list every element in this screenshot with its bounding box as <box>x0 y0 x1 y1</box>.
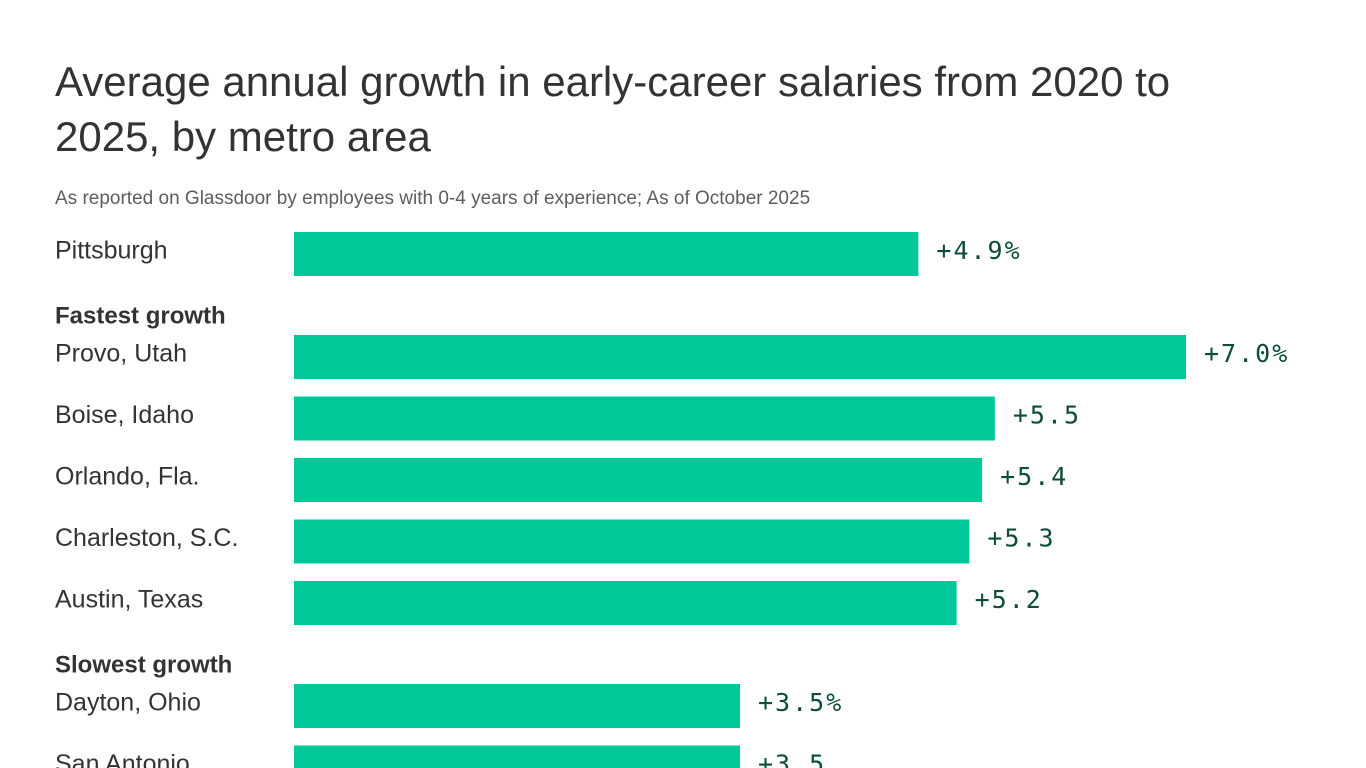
bar <box>294 684 740 728</box>
bar <box>294 745 740 768</box>
bar <box>294 581 957 625</box>
value-label: +3.5% <box>758 688 843 717</box>
value-label: +5.4 <box>1000 462 1068 491</box>
bar <box>294 519 970 564</box>
bar <box>294 335 1186 379</box>
bar <box>294 396 995 441</box>
category-label: Provo, Utah <box>55 340 187 368</box>
chart-title: Average annual growth in early-career sa… <box>55 58 1171 160</box>
value-label: +7.0% <box>1204 339 1289 368</box>
value-label: +5.2 <box>975 585 1043 614</box>
category-label: San Antonio <box>55 750 190 768</box>
value-label: +5.3 <box>987 524 1055 553</box>
category-label: Charleston, S.C. <box>55 524 238 552</box>
bar <box>294 232 919 276</box>
category-label: Austin, Texas <box>55 586 203 614</box>
value-label: +5.5 <box>1013 401 1081 430</box>
bar <box>294 458 983 502</box>
category-label: Orlando, Fla. <box>55 463 200 491</box>
section-heading: Fastest growth <box>55 302 226 329</box>
value-label: +4.9% <box>936 236 1021 265</box>
category-label: Dayton, Ohio <box>55 689 201 717</box>
category-label: Pittsburgh <box>55 237 168 265</box>
chart-subtitle: As reported on Glassdoor by employees wi… <box>55 188 811 209</box>
category-label: Boise, Idaho <box>55 401 194 429</box>
value-label: +3.5 <box>758 750 826 768</box>
section-heading: Slowest growth <box>55 651 232 678</box>
